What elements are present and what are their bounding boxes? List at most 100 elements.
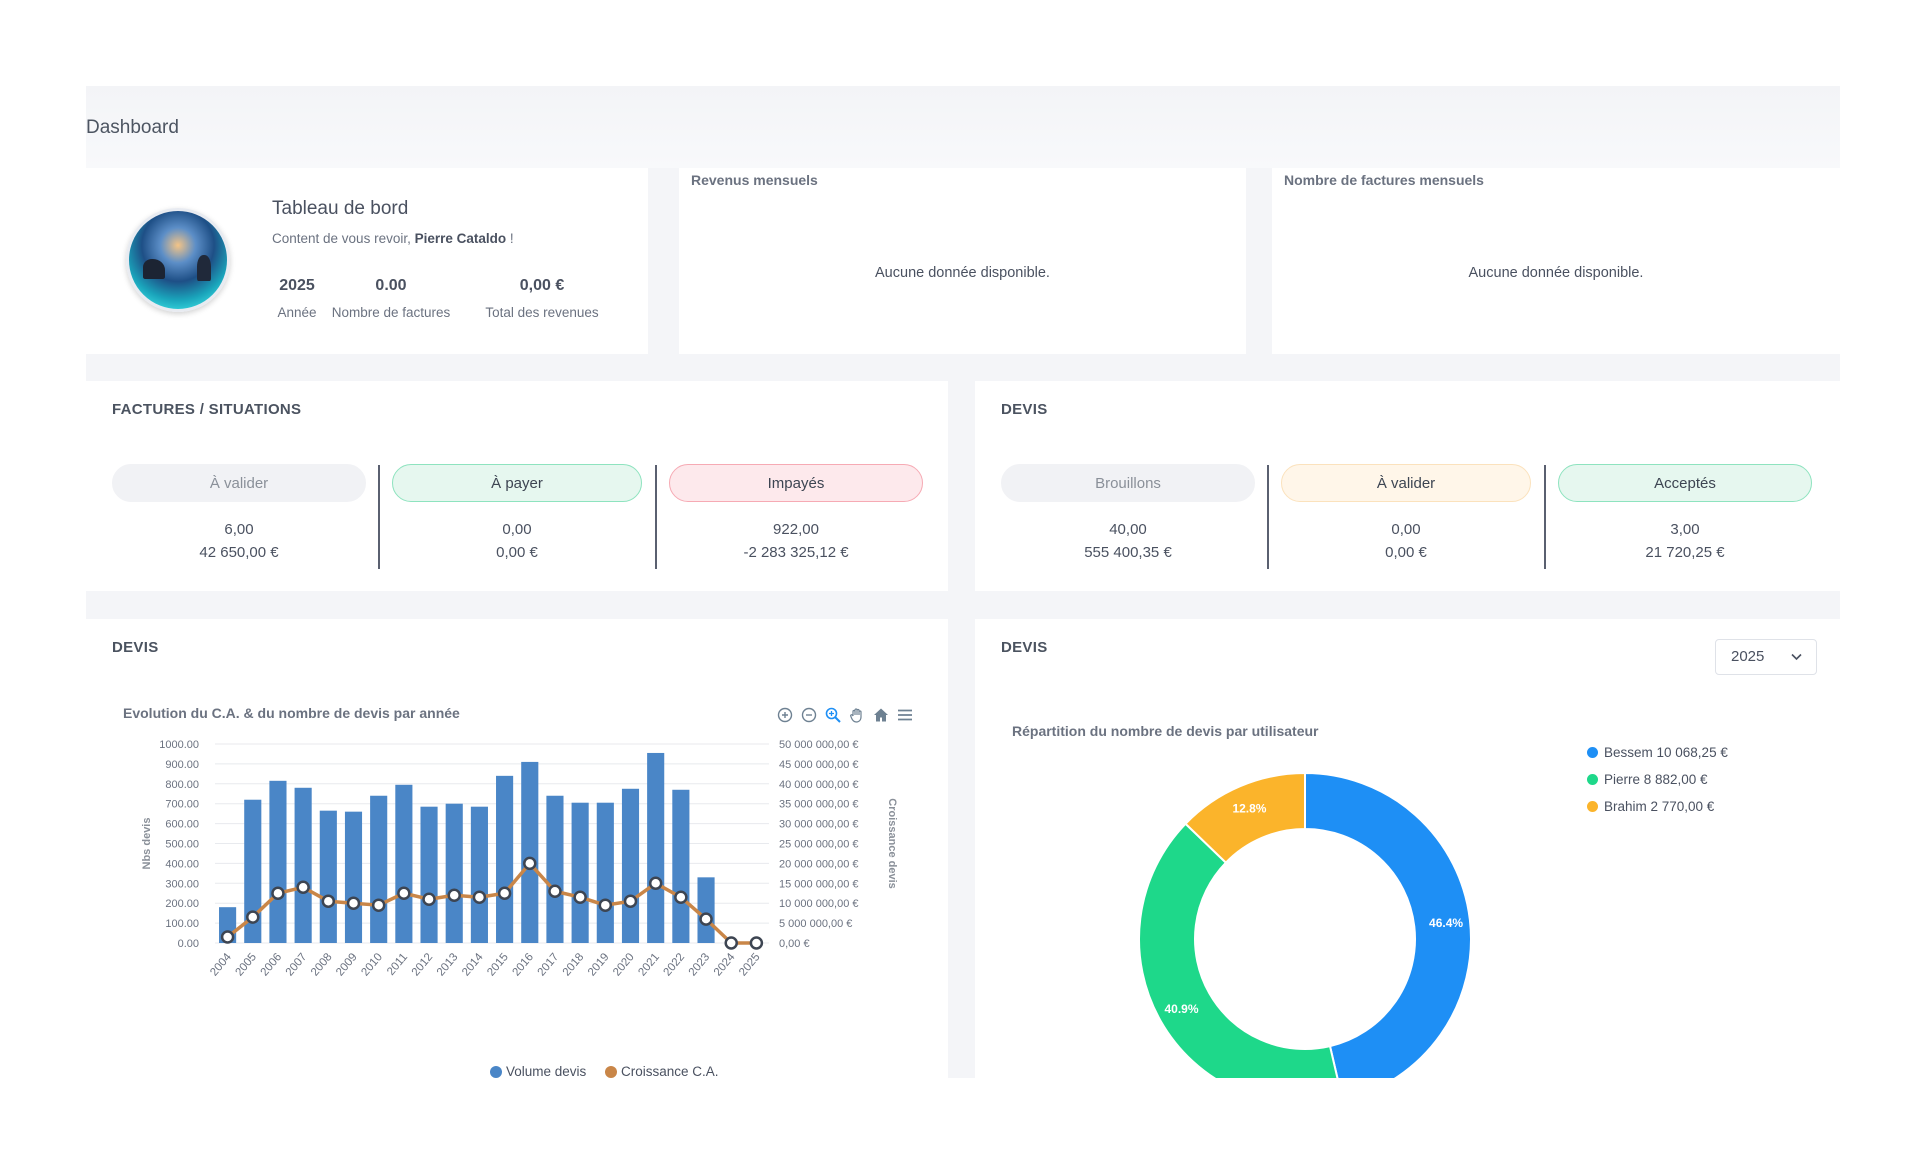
y-tick-right: 10 000 000,00 € xyxy=(779,898,859,910)
stat-value: 0.00 xyxy=(375,277,407,294)
slice-pierre xyxy=(1138,822,1339,1078)
greeting-prefix: Content de vous revoir, xyxy=(272,231,411,246)
page-title: Dashboard xyxy=(86,117,179,138)
x-tick: 2021 xyxy=(636,951,662,978)
status-count: 3,00 xyxy=(1670,521,1700,538)
legend-item-brahim[interactable]: Brahim 2 770,00 € xyxy=(1587,799,1714,814)
donut-title: Répartition du nombre de devis par utili… xyxy=(1012,723,1319,739)
line-point-2021 xyxy=(648,876,663,891)
status-pill[interactable]: Acceptés xyxy=(1558,464,1812,502)
status-to-validate: À valider 0,00 0,00 € xyxy=(1281,464,1531,561)
y-axis-label-left: Nbs devis xyxy=(141,818,153,870)
stat-year: 2025 Année xyxy=(268,277,326,320)
slice-label-bessem: 46.4% xyxy=(1429,916,1463,930)
divider xyxy=(1267,465,1269,569)
y-tick-right: 15 000 000,00 € xyxy=(779,878,859,890)
bar-2005 xyxy=(244,799,262,943)
line-point-2005 xyxy=(246,910,260,924)
x-tick: 2025 xyxy=(737,951,763,978)
chart-title: Evolution du C.A. & du nombre de devis p… xyxy=(123,705,460,721)
x-tick: 2014 xyxy=(460,951,486,979)
status-pill[interactable]: À valider xyxy=(1281,464,1531,502)
card-title: Revenus mensuels xyxy=(691,172,818,188)
zoom-out-icon[interactable] xyxy=(800,706,818,724)
y-tick-left: 900.00 xyxy=(165,759,199,771)
bar-2016 xyxy=(521,761,539,943)
chevron-down-icon xyxy=(1791,653,1802,661)
profile-greeting: Content de vous revoir, Pierre Cataldo ! xyxy=(272,231,514,246)
y-tick-right: 0,00 € xyxy=(779,938,810,950)
status-amount: 42 650,00 € xyxy=(199,544,279,561)
legend-item-pierre[interactable]: Pierre 8 882,00 € xyxy=(1587,772,1708,787)
stat-invoice-count: 0.00 Nombre de factures xyxy=(326,277,456,320)
line-point-2008 xyxy=(321,894,336,908)
x-tick: 2022 xyxy=(662,951,688,978)
bar-2010 xyxy=(370,795,388,943)
quotes-by-user-card: DEVIS 2025 Répartition du nombre de devi… xyxy=(975,619,1840,1078)
menu-icon[interactable] xyxy=(896,706,914,724)
slice-label-pierre: 40.9% xyxy=(1164,1002,1198,1016)
year-select[interactable]: 2025 xyxy=(1715,639,1817,675)
legend-dot xyxy=(1587,801,1598,812)
y-tick-right: 20 000 000,00 € xyxy=(779,858,859,870)
combo-chart: 0.00 100.00 200.00 300.00 400.00 500.00 600.00… xyxy=(141,739,898,1078)
stat-value: 2025 xyxy=(279,277,315,294)
status-pill[interactable]: Brouillons xyxy=(1001,464,1255,502)
y-tick-right: 40 000 000,00 € xyxy=(779,779,859,791)
card-title: Nombre de factures mensuels xyxy=(1284,172,1484,188)
bar-2015 xyxy=(496,775,514,943)
status-count: 0,00 xyxy=(502,521,532,538)
stat-label: Nombre de factures xyxy=(331,305,451,320)
slice-brahim xyxy=(1184,771,1306,865)
status-unpaid: Impayés 922,00 -2 283 325,12 € xyxy=(669,464,923,561)
bar-2021 xyxy=(647,752,665,943)
line-series xyxy=(226,861,757,945)
y-tick-right: 30 000 000,00 € xyxy=(779,819,859,831)
status-pill[interactable]: À payer xyxy=(392,464,642,502)
legend-item-bessem[interactable]: Bessem 10 068,25 € xyxy=(1587,745,1728,760)
x-tick: 2017 xyxy=(536,951,562,978)
status-pill[interactable]: Impayés xyxy=(669,464,923,502)
dashboard-frame: Dashboard Tableau de bord Content de vou… xyxy=(86,86,1840,1078)
stat-value: 0,00 € xyxy=(519,277,565,294)
card-title: DEVIS xyxy=(1001,401,1048,418)
bar-2020 xyxy=(621,788,640,943)
zoom-in-icon[interactable] xyxy=(776,706,794,724)
selection-zoom-icon[interactable] xyxy=(824,706,842,724)
line-point-2006 xyxy=(271,886,285,900)
user-name: Pierre Cataldo xyxy=(414,231,507,246)
status-pill[interactable]: À valider xyxy=(112,464,366,502)
legend-dot xyxy=(1587,774,1598,785)
y-tick-left: 200.00 xyxy=(165,898,199,910)
divider xyxy=(655,465,657,569)
legend-dot xyxy=(1587,747,1598,758)
bar-2007 xyxy=(294,787,312,943)
x-tick: 2010 xyxy=(359,951,385,978)
monthly-invoices-card: Nombre de factures mensuels Aucune donné… xyxy=(1272,168,1840,354)
stat-label: Total des revenues xyxy=(485,305,599,320)
bar-2014 xyxy=(470,806,488,943)
status-count: 922,00 xyxy=(773,521,819,538)
avatar xyxy=(126,208,230,312)
y-tick-left: 1000.00 xyxy=(159,739,199,751)
stat-total-revenue: 0,00 € Total des revenues xyxy=(472,277,612,320)
invoices-status-card: FACTURES / SITUATIONS À valider 6,00 42 … xyxy=(86,381,948,591)
x-tick: 2012 xyxy=(410,951,436,978)
card-title: DEVIS xyxy=(112,639,159,656)
quotes-status-card: DEVIS Brouillons 40,00 555 400,35 € À va… xyxy=(975,381,1840,591)
pan-hand-icon[interactable] xyxy=(848,706,866,724)
bar-2017 xyxy=(546,795,564,943)
status-to-pay: À payer 0,00 0,00 € xyxy=(392,464,642,561)
slice-label-brahim: 12.8% xyxy=(1232,801,1266,815)
y-tick-right: 35 000 000,00 € xyxy=(779,799,859,811)
x-tick: 2004 xyxy=(208,951,234,979)
y-tick-left: 500.00 xyxy=(165,839,199,851)
line-point-2022 xyxy=(674,890,688,904)
status-amount: 0,00 € xyxy=(496,544,538,561)
status-amount: 555 400,35 € xyxy=(1084,544,1172,561)
profile-card: Tableau de bord Content de vous revoir, … xyxy=(86,168,648,354)
bar-2019 xyxy=(596,802,614,943)
reset-home-icon[interactable] xyxy=(872,706,890,724)
line-point-2018 xyxy=(573,890,587,904)
x-tick: 2019 xyxy=(586,951,612,978)
